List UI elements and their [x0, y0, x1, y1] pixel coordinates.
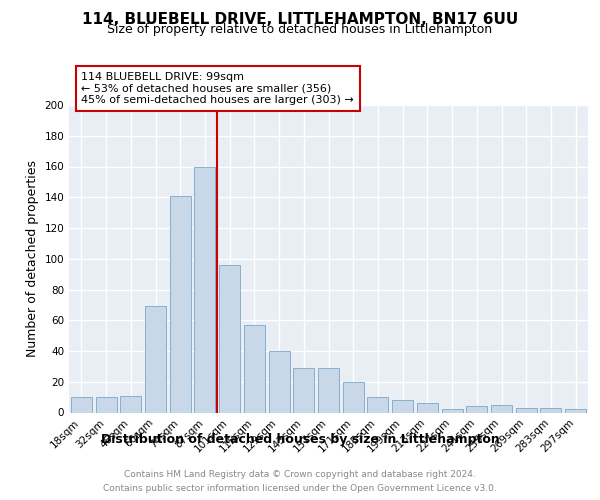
Bar	[170, 196, 191, 412]
Bar	[491, 405, 512, 412]
Y-axis label: Number of detached properties: Number of detached properties	[26, 160, 39, 357]
Bar	[71, 397, 92, 412]
Bar	[541, 408, 562, 412]
Bar	[219, 265, 240, 412]
Text: 114, BLUEBELL DRIVE, LITTLEHAMPTON, BN17 6UU: 114, BLUEBELL DRIVE, LITTLEHAMPTON, BN17…	[82, 12, 518, 28]
Bar	[293, 368, 314, 412]
Text: 114 BLUEBELL DRIVE: 99sqm
← 53% of detached houses are smaller (356)
45% of semi: 114 BLUEBELL DRIVE: 99sqm ← 53% of detac…	[82, 72, 354, 105]
Text: Contains public sector information licensed under the Open Government Licence v3: Contains public sector information licen…	[103, 484, 497, 493]
Bar	[95, 397, 116, 412]
Text: Distribution of detached houses by size in Littlehampton: Distribution of detached houses by size …	[101, 432, 499, 446]
Bar	[343, 382, 364, 412]
Bar	[145, 306, 166, 412]
Bar	[442, 410, 463, 412]
Bar	[244, 325, 265, 412]
Bar	[367, 397, 388, 412]
Bar	[194, 166, 215, 412]
Bar	[392, 400, 413, 412]
Text: Contains HM Land Registry data © Crown copyright and database right 2024.: Contains HM Land Registry data © Crown c…	[124, 470, 476, 479]
Bar	[318, 368, 339, 412]
Bar	[120, 396, 141, 412]
Bar	[565, 410, 586, 412]
Bar	[516, 408, 537, 412]
Bar	[466, 406, 487, 412]
Text: Size of property relative to detached houses in Littlehampton: Size of property relative to detached ho…	[107, 22, 493, 36]
Bar	[417, 404, 438, 412]
Bar	[269, 351, 290, 412]
